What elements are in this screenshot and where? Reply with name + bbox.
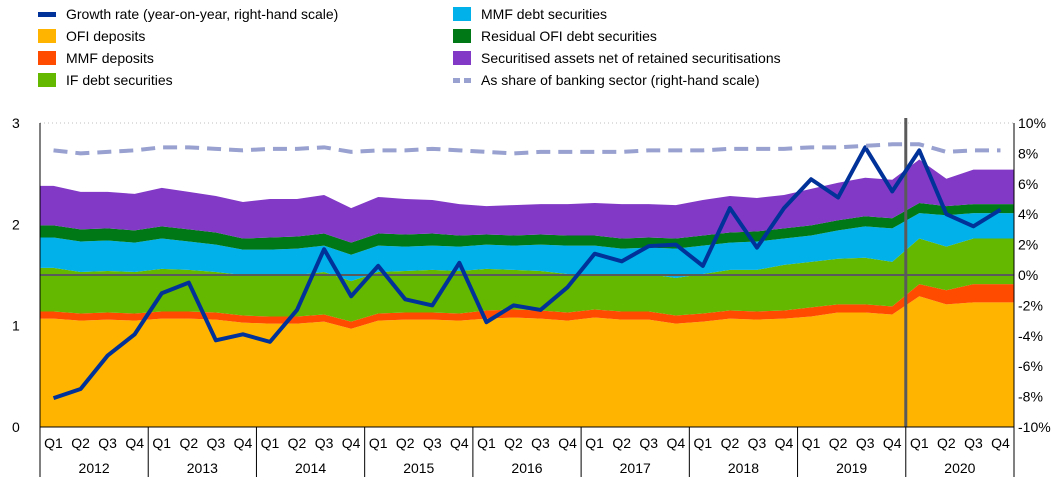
year-label: 2018 <box>728 460 759 476</box>
year-label: 2017 <box>620 460 651 476</box>
quarter-label: Q2 <box>71 435 90 451</box>
right-tick-label: 2% <box>1018 237 1038 253</box>
year-label: 2020 <box>944 460 975 476</box>
quarter-label: Q2 <box>612 435 631 451</box>
quarter-label: Q4 <box>450 435 469 451</box>
legend-swatch <box>38 51 56 65</box>
quarter-label: Q4 <box>125 435 144 451</box>
quarter-label: Q4 <box>342 435 361 451</box>
legend-label: Growth rate (year-on-year, right-hand sc… <box>66 6 339 22</box>
quarter-label: Q4 <box>991 435 1010 451</box>
right-tick-label: -4% <box>1018 328 1043 344</box>
quarter-label: Q3 <box>207 435 226 451</box>
area-series <box>40 238 1014 322</box>
area-series <box>40 159 1014 243</box>
legend-swatch <box>38 29 56 43</box>
quarter-label: Q1 <box>477 435 496 451</box>
legend-label: MMF deposits <box>66 50 154 66</box>
quarter-label: Q2 <box>721 435 740 451</box>
right-tick-label: -6% <box>1018 358 1043 374</box>
quarter-label: Q4 <box>775 435 794 451</box>
right-tick-label: -8% <box>1018 389 1043 405</box>
area-series <box>40 213 1014 282</box>
legend-item: Residual OFI debt securities <box>453 28 657 44</box>
legend-label: MMF debt securities <box>481 6 608 22</box>
quarter-label: Q3 <box>856 435 875 451</box>
legend-label: Residual OFI debt securities <box>481 28 657 44</box>
year-label: 2012 <box>79 460 110 476</box>
quarter-label: Q3 <box>748 435 767 451</box>
legend-item: Securitised assets net of retained secur… <box>453 50 781 66</box>
legend-item: IF debt securities <box>38 72 173 88</box>
area-series <box>40 284 1014 329</box>
quarter-label: Q1 <box>585 435 604 451</box>
legend-swatch <box>453 7 471 21</box>
legend-label: As share of banking sector (right-hand s… <box>481 72 760 88</box>
legend-item: MMF deposits <box>38 50 154 66</box>
legend-swatch <box>453 29 471 43</box>
quarter-label: Q4 <box>883 435 902 451</box>
year-label: 2014 <box>295 460 326 476</box>
legend-label: IF debt securities <box>66 72 173 88</box>
quarter-label: Q1 <box>44 435 63 451</box>
legend-swatch <box>453 51 471 65</box>
quarter-label: Q1 <box>694 435 713 451</box>
right-tick-label: 6% <box>1018 176 1038 192</box>
legend-swatch <box>38 11 56 17</box>
left-tick-label: 3 <box>12 115 20 131</box>
quarter-label: Q3 <box>315 435 334 451</box>
legend-item: As share of banking sector (right-hand s… <box>453 72 760 88</box>
legend-item: Growth rate (year-on-year, right-hand sc… <box>38 6 338 22</box>
quarter-label: Q3 <box>639 435 658 451</box>
growth-line <box>52 145 1002 401</box>
year-label: 2015 <box>403 460 434 476</box>
quarter-label: Q2 <box>396 435 415 451</box>
quarter-label: Q2 <box>179 435 198 451</box>
quarter-label: Q4 <box>666 435 685 451</box>
quarter-label: Q3 <box>964 435 983 451</box>
quarter-label: Q2 <box>937 435 956 451</box>
legend-swatch <box>453 77 471 83</box>
quarter-label: Q2 <box>829 435 848 451</box>
right-tick-label: 8% <box>1018 145 1038 161</box>
year-label: 2016 <box>511 460 542 476</box>
quarter-label: Q1 <box>369 435 388 451</box>
legend-item: MMF debt securities <box>453 6 607 22</box>
quarter-label: Q4 <box>558 435 577 451</box>
right-tick-label: -10% <box>1018 419 1051 435</box>
quarter-label: Q1 <box>152 435 171 451</box>
quarter-label: Q1 <box>261 435 280 451</box>
quarter-label: Q2 <box>504 435 523 451</box>
quarter-label: Q3 <box>423 435 442 451</box>
legend-item: OFI deposits <box>38 28 145 44</box>
quarter-label: Q3 <box>98 435 117 451</box>
year-label: 2019 <box>836 460 867 476</box>
left-tick-label: 0 <box>12 419 20 435</box>
right-tick-label: -2% <box>1018 297 1043 313</box>
legend-swatch <box>38 73 56 87</box>
quarter-label: Q1 <box>910 435 929 451</box>
quarter-label: Q1 <box>802 435 821 451</box>
left-tick-label: 2 <box>12 216 20 232</box>
left-tick-label: 1 <box>12 318 20 334</box>
share-line <box>53 142 1001 156</box>
right-tick-label: 10% <box>1018 115 1046 131</box>
quarter-label: Q2 <box>288 435 307 451</box>
quarter-label: Q3 <box>531 435 550 451</box>
legend-label: Securitised assets net of retained secur… <box>481 50 781 66</box>
quarter-label: Q4 <box>234 435 253 451</box>
area-series <box>40 203 1014 255</box>
legend-label: OFI deposits <box>66 28 146 44</box>
year-label: 2013 <box>187 460 218 476</box>
right-tick-label: 4% <box>1018 206 1038 222</box>
right-tick-label: 0% <box>1018 267 1038 283</box>
